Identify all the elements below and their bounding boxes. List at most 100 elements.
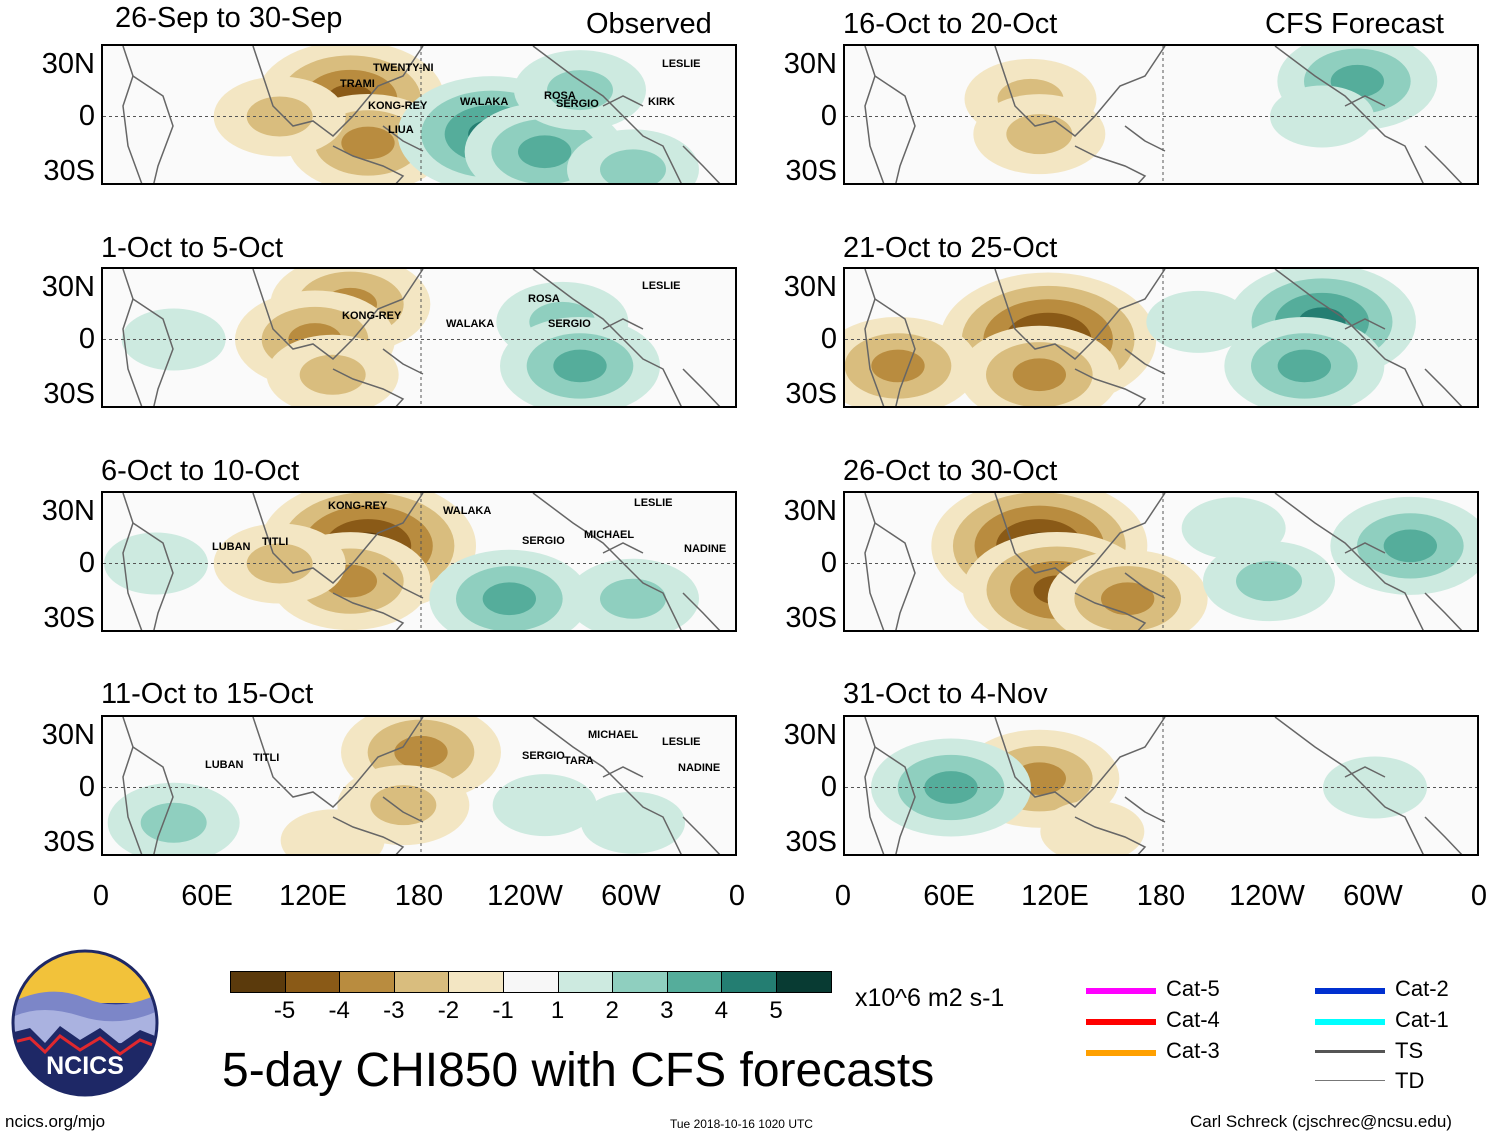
panel-title: 31-Oct to 4-Nov [843, 678, 1048, 710]
coastline [332, 592, 405, 630]
coastline [252, 46, 424, 137]
storm-label: LESLIE [634, 497, 673, 509]
anomaly-contour [1040, 800, 1145, 854]
coastline [1274, 717, 1424, 854]
coastline [1274, 46, 1424, 183]
coastline [122, 298, 143, 406]
storm-label: KONG-REY [368, 100, 428, 112]
lon-label: 60E [923, 880, 975, 912]
coastline [252, 269, 424, 360]
lat-label: 0 [820, 547, 837, 579]
lon-label: 0 [728, 880, 746, 912]
coastline [122, 75, 143, 183]
anomaly-contour [1270, 85, 1374, 148]
coastline [864, 493, 916, 630]
storm-label: ROSA [528, 293, 560, 305]
legend-label: Cat-1 [1395, 1007, 1449, 1032]
lon-label: 120E [279, 880, 347, 912]
anomaly-contour [140, 802, 207, 843]
storm-label: KONG-REY [342, 310, 402, 322]
anomaly-contour [600, 578, 666, 619]
map-panel [101, 44, 737, 185]
map-panel [843, 715, 1479, 856]
panel-title: 11-Oct to 15-Oct [101, 678, 314, 710]
lat-label: 30N [783, 495, 837, 527]
panel-title: 6-Oct to 10-Oct [101, 455, 300, 487]
storm-label: ROSA [544, 90, 576, 102]
panel-title: 26-Oct to 30-Oct [843, 455, 1058, 487]
storm-label: SERGIO [548, 318, 591, 330]
coastline [1424, 592, 1463, 630]
map-panel [101, 267, 737, 408]
anomaly-contour [518, 135, 572, 169]
coastline [864, 298, 885, 406]
coastline [382, 572, 424, 599]
units-label: x10^6 m2 s-1 [855, 984, 1005, 1012]
lat-label: 0 [820, 323, 837, 355]
legend-label: Cat-4 [1166, 1007, 1220, 1032]
lat-label: 30N [41, 495, 95, 527]
lon-label: 0 [92, 880, 110, 912]
lat-label: 0 [78, 547, 95, 579]
coastline [864, 746, 885, 854]
coastline [1424, 816, 1463, 854]
anomaly-contour [1236, 561, 1302, 602]
anomaly-contour [492, 774, 597, 837]
lon-label: 180 [394, 880, 444, 912]
legend-swatch [1086, 988, 1156, 994]
colorbar-cell [503, 971, 559, 993]
timestamp: Tue 2018-10-16 1020 UTC [670, 1117, 813, 1131]
map-panel [101, 491, 737, 632]
coastline [332, 816, 405, 854]
coastline [332, 368, 405, 406]
coastline [1074, 816, 1147, 854]
site-url[interactable]: ncics.org/mjo [5, 1112, 106, 1131]
colorbar-tick: 4 [714, 997, 729, 1024]
panel-title: 26-Sep to 30-Sep [115, 2, 343, 34]
colorbar-cell [284, 971, 341, 993]
storm-label: LUBAN [205, 759, 244, 771]
panel-title: 1-Oct to 5-Oct [101, 232, 284, 264]
coastline [1074, 592, 1147, 630]
coastline [682, 592, 721, 630]
map-panel [843, 491, 1479, 632]
coastline [122, 746, 143, 854]
coastline [1124, 796, 1166, 823]
coastline [1344, 95, 1386, 107]
legend-label: Cat-3 [1166, 1038, 1220, 1063]
lat-label: 0 [78, 323, 95, 355]
coastline [332, 145, 405, 183]
map-panel [843, 267, 1479, 408]
storm-label: LUBAN [212, 541, 251, 553]
anomaly-contour [121, 308, 226, 371]
coastline [382, 796, 424, 823]
colorbar-tick: 3 [660, 997, 674, 1024]
storm-label: TRAMI [340, 78, 375, 90]
legend-label: TD [1395, 1068, 1425, 1093]
legend-swatch [1315, 1019, 1385, 1025]
lon-label: 120W [1229, 880, 1305, 912]
lat-label: 30S [785, 602, 837, 634]
coastline [532, 46, 682, 183]
colorbar-tick: -4 [328, 997, 350, 1024]
colorbar-cell [230, 971, 286, 993]
coastline [382, 348, 424, 375]
colorbar-tick: -3 [383, 997, 405, 1024]
coastline [682, 816, 721, 854]
coastline [602, 318, 644, 330]
storm-label: NADINE [684, 543, 727, 555]
coastline [994, 717, 1166, 808]
coastline [864, 46, 916, 183]
coastline [532, 493, 682, 630]
legend-swatch [1315, 1050, 1385, 1053]
anomaly-contour [1006, 114, 1073, 155]
lon-label: 120W [487, 880, 563, 912]
coastline [122, 493, 174, 630]
lat-label: 30S [43, 602, 95, 634]
lat-label: 0 [820, 100, 837, 132]
coastline [1074, 145, 1147, 183]
coastline [864, 75, 885, 183]
storm-label: TWENTY-NI [373, 62, 434, 74]
legend-label: TS [1395, 1038, 1424, 1063]
colorbar-cell [339, 971, 395, 993]
